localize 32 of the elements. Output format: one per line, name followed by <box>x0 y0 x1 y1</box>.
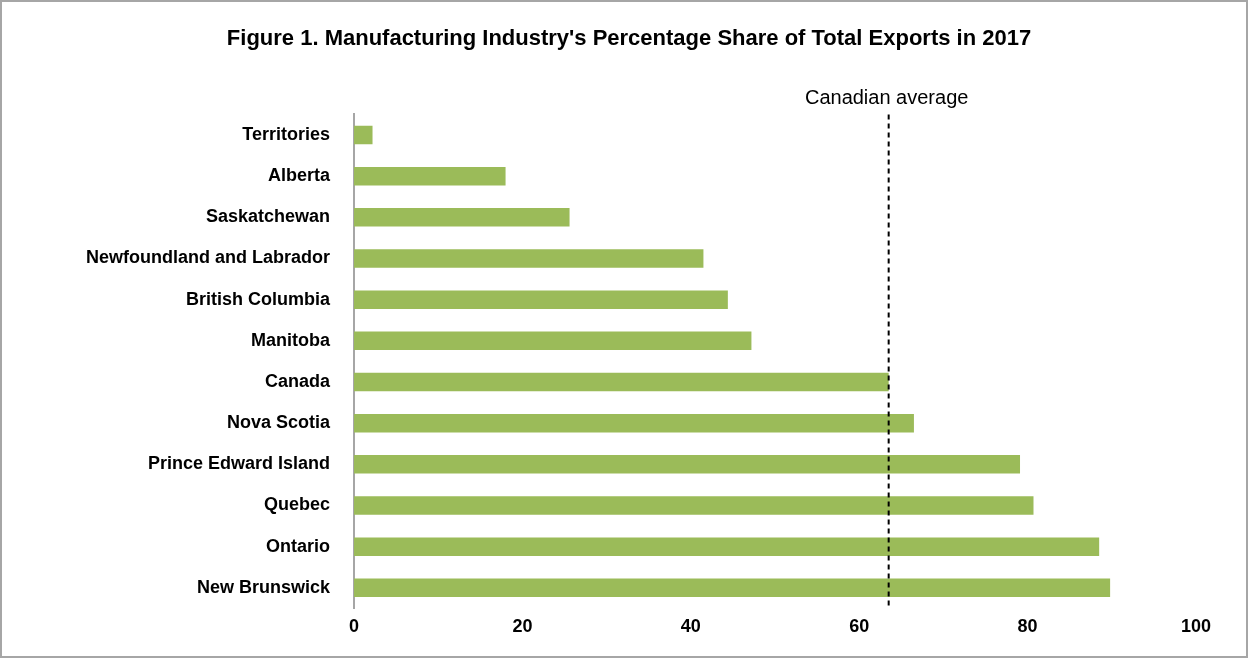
bar <box>354 372 889 392</box>
y-tick-label: Quebec <box>263 494 330 515</box>
x-tick-label: 40 <box>680 616 701 637</box>
bar <box>354 166 506 186</box>
y-tick-label: Prince Edward Island <box>147 453 330 474</box>
bar <box>354 413 914 433</box>
y-tick-label: Saskatchewan <box>205 206 330 227</box>
x-tick-label: 80 <box>1017 616 1038 637</box>
x-tick-label: 100 <box>1180 616 1212 637</box>
x-tick-label: 20 <box>512 616 533 637</box>
bar <box>354 537 1100 556</box>
y-tick-label: Alberta <box>267 165 331 186</box>
y-tick-label: Territories <box>242 123 330 144</box>
bar <box>354 249 704 268</box>
bar <box>354 125 373 145</box>
y-tick-label: British Columbia <box>185 288 331 309</box>
bar <box>354 496 1034 515</box>
bar <box>354 578 1111 598</box>
bar <box>354 455 1021 474</box>
bar <box>354 208 570 227</box>
y-tick-label: Ontario <box>265 535 330 556</box>
y-tick-label: Canada <box>264 370 331 391</box>
ref-line-label: Canadian average <box>804 85 969 108</box>
bar <box>354 331 752 351</box>
x-tick-label: 0 <box>348 616 360 637</box>
y-tick-label: Manitoba <box>251 329 331 350</box>
x-tick-label: 60 <box>849 616 870 637</box>
chart-title: Figure 1. Manufacturing Industry's Percentage Share of Total Exports in 2017 <box>226 25 1032 51</box>
y-tick-label: Nova Scotia <box>226 412 331 433</box>
y-tick-label: Newfoundland and Labrador <box>85 247 330 268</box>
y-tick-label: New Brunswick <box>196 576 331 597</box>
bar <box>354 290 728 309</box>
